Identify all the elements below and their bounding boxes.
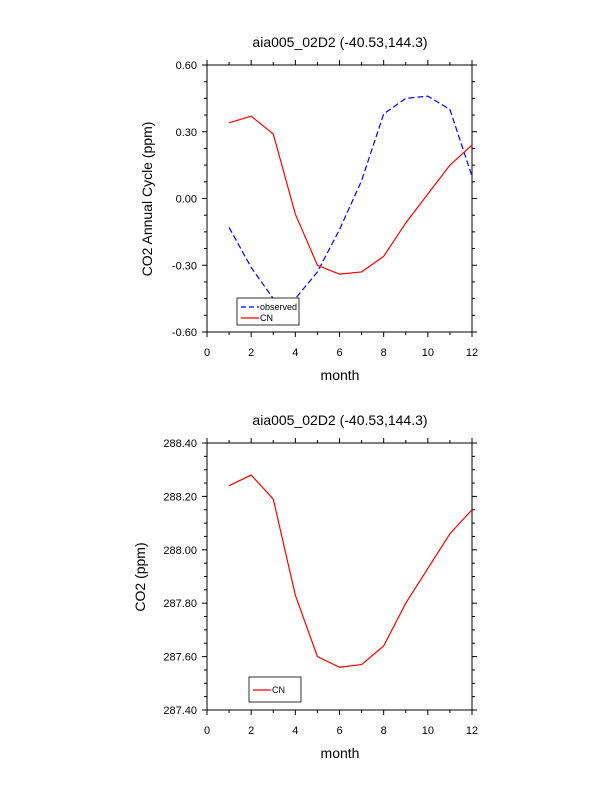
chart-1-xtick-label: 8 <box>381 347 387 359</box>
chart-1-ytick-label: 0.30 <box>176 127 197 139</box>
chart-2-legend: CN <box>248 676 302 703</box>
chart-2-x-axis-label: month <box>321 745 360 761</box>
annual-cycle-chart: aia005_02D2 (-40.53,144.3) -0.60 -0.30 0… <box>139 34 478 383</box>
chart-2-ytick-label: 288.00 <box>163 545 197 557</box>
chart-1-xtick-label: 0 <box>204 347 210 359</box>
chart-2-xtick-label: 8 <box>381 725 387 737</box>
chart-1-title: aia005_02D2 (-40.53,144.3) <box>252 34 427 50</box>
chart-1-ytick-label: 0.60 <box>176 60 197 72</box>
legend-label-observed: observed <box>260 302 297 312</box>
chart-2-xtick-labels: 0 2 4 6 8 10 12 <box>204 725 478 737</box>
chart-2-ytick-label: 287.60 <box>163 652 197 664</box>
chart-2-y-axis-label: CO2 (ppm) <box>132 542 148 611</box>
chart-1-ytick-label: -0.60 <box>172 327 197 339</box>
series-line-cn <box>228 474 473 668</box>
chart-2-xtick-label: 0 <box>204 725 210 737</box>
chart-2-ytick-label: 288.20 <box>163 491 197 503</box>
chart-2-ytick-labels: 287.40 287.60 287.80 288.00 288.20 288.4… <box>163 438 197 717</box>
chart-2-ticks <box>202 438 477 715</box>
chart-2-series <box>228 474 473 668</box>
chart-2-xtick-label: 2 <box>248 725 254 737</box>
chart-1-x-axis-label: month <box>321 367 360 383</box>
chart-1-legend: observed CN <box>236 297 300 326</box>
chart-1-ytick-label: -0.30 <box>172 260 197 272</box>
chart-1-xtick-label: 2 <box>248 347 254 359</box>
chart-2-xtick-label: 4 <box>292 725 298 737</box>
chart-2-xtick-label: 10 <box>422 725 434 737</box>
legend-label-cn: CN <box>260 313 273 323</box>
chart-1-ytick-labels: -0.60 -0.30 0.00 0.30 0.60 <box>172 60 197 339</box>
series-line-cn <box>228 115 473 275</box>
chart-1-xtick-label: 10 <box>422 347 434 359</box>
chart-1-xtick-label: 4 <box>292 347 298 359</box>
legend-box <box>236 297 300 326</box>
chart-1-y-axis-label: CO2 Annual Cycle (ppm) <box>139 122 155 277</box>
chart-1-series <box>228 95 473 300</box>
co2-concentration-chart: aia005_02D2 (-40.53,144.3) 287.40 287.60… <box>132 412 478 761</box>
chart-2-ytick-label: 288.40 <box>163 438 197 450</box>
chart-2-xtick-label: 12 <box>466 725 478 737</box>
chart-1-xtick-label: 6 <box>336 347 342 359</box>
chart-1-ticks <box>202 60 477 337</box>
chart-2-xtick-label: 6 <box>336 725 342 737</box>
chart-1-xtick-label: 12 <box>466 347 478 359</box>
chart-1-ytick-label: 0.00 <box>176 194 197 206</box>
series-line-observed <box>228 95 473 300</box>
chart-1-xtick-labels: 0 2 4 6 8 10 12 <box>204 347 478 359</box>
chart-2-ytick-label: 287.40 <box>163 705 197 717</box>
chart-2-ytick-label: 287.80 <box>163 598 197 610</box>
legend-label-cn: CN <box>272 685 285 695</box>
chart-2-title: aia005_02D2 (-40.53,144.3) <box>252 412 427 428</box>
